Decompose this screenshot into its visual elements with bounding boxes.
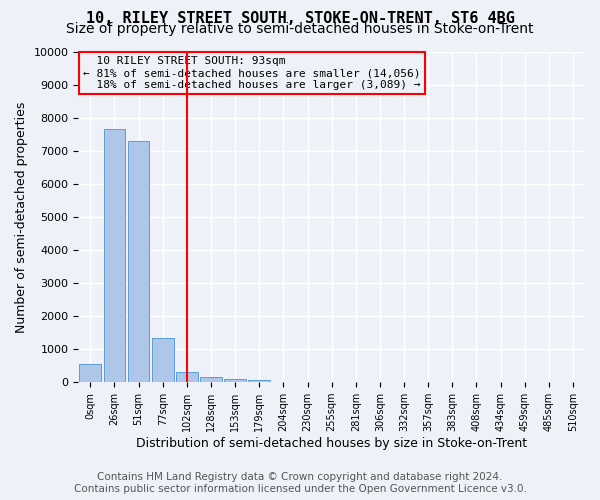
Bar	[79, 364, 101, 382]
Bar	[176, 372, 198, 382]
Bar	[248, 380, 270, 382]
X-axis label: Distribution of semi-detached houses by size in Stoke-on-Trent: Distribution of semi-detached houses by …	[136, 437, 527, 450]
Bar	[152, 338, 173, 382]
Y-axis label: Number of semi-detached properties: Number of semi-detached properties	[15, 101, 28, 332]
Bar	[224, 379, 246, 382]
Bar	[200, 378, 222, 382]
Text: 10, RILEY STREET SOUTH, STOKE-ON-TRENT, ST6 4BG: 10, RILEY STREET SOUTH, STOKE-ON-TRENT, …	[86, 11, 514, 26]
Text: Contains HM Land Registry data © Crown copyright and database right 2024.
Contai: Contains HM Land Registry data © Crown c…	[74, 472, 526, 494]
Bar	[104, 129, 125, 382]
Bar	[128, 141, 149, 382]
Text: Size of property relative to semi-detached houses in Stoke-on-Trent: Size of property relative to semi-detach…	[66, 22, 534, 36]
Text: 10 RILEY STREET SOUTH: 93sqm
← 81% of semi-detached houses are smaller (14,056)
: 10 RILEY STREET SOUTH: 93sqm ← 81% of se…	[83, 56, 421, 90]
